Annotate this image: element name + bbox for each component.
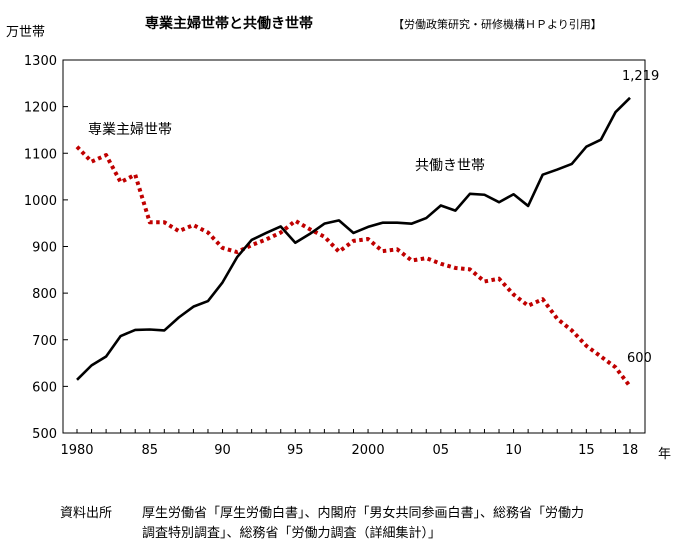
y-tick-label: 800 xyxy=(32,287,57,302)
source-line-1: 厚生労働省「厚生労働白書」、内閣府「男女共同参画白書」、総務省「労働力 xyxy=(142,506,585,521)
y-axis-ticks: 500 600 700 800 900 1000 1100 1200 1300 xyxy=(24,54,68,442)
source-line-2: 調査特別調査」、総務省「労働力調査（詳細集計）」 xyxy=(142,526,442,541)
x-tick-label: 95 xyxy=(287,443,304,458)
x-tick-label: 15 xyxy=(578,443,595,458)
y-tick-label: 1100 xyxy=(24,147,57,162)
plot-frame xyxy=(62,59,646,434)
end-label-housewife: 600 xyxy=(627,351,652,366)
series-line-dual-income xyxy=(76,96,631,381)
x-tick-label: 85 xyxy=(141,443,158,458)
end-label-dual-income: 1,219 xyxy=(622,69,659,84)
source-note: 資料出所 厚生労働省「厚生労働白書」、内閣府「男女共同参画白書」、総務省「労働力 … xyxy=(60,504,584,544)
series-layer xyxy=(75,96,632,388)
y-tick-label: 900 xyxy=(32,241,57,256)
x-tick-label: 1980 xyxy=(60,443,93,458)
y-tick-label: 1300 xyxy=(24,54,57,69)
line-chart: 専業主婦世帯と共働き世帯 【労働政策研究・研修機構ＨＰより引用】 万世帯 年 5… xyxy=(6,15,671,462)
y-tick-label: 500 xyxy=(32,427,57,442)
series-label-dual-income: 共働き世帯 xyxy=(415,158,485,174)
source-label: 資料出所 xyxy=(60,506,113,521)
x-tick-label: 2000 xyxy=(352,443,385,458)
y-tick-label: 1200 xyxy=(24,101,57,116)
chart-subtitle: 【労働政策研究・研修機構ＨＰより引用】 xyxy=(393,17,602,31)
x-tick-label: 05 xyxy=(433,443,450,458)
y-tick-label: 700 xyxy=(32,334,57,349)
x-axis-unit-label: 年 xyxy=(658,447,671,462)
series-label-housewife: 専業主婦世帯 xyxy=(88,121,172,138)
y-tick-label: 600 xyxy=(32,380,57,395)
x-tick-label: 10 xyxy=(505,443,522,458)
y-axis-unit-label: 万世帯 xyxy=(6,25,45,40)
y-tick-label: 1000 xyxy=(24,194,57,209)
x-axis-ticks: 1980 85 90 95 2000 05 10 15 18 xyxy=(60,429,638,458)
x-tick-label: 18 xyxy=(622,443,639,458)
x-tick-label: 90 xyxy=(214,443,231,458)
chart-title: 専業主婦世帯と共働き世帯 xyxy=(145,15,313,32)
series-line-housewife xyxy=(75,145,632,388)
axes xyxy=(62,59,646,434)
